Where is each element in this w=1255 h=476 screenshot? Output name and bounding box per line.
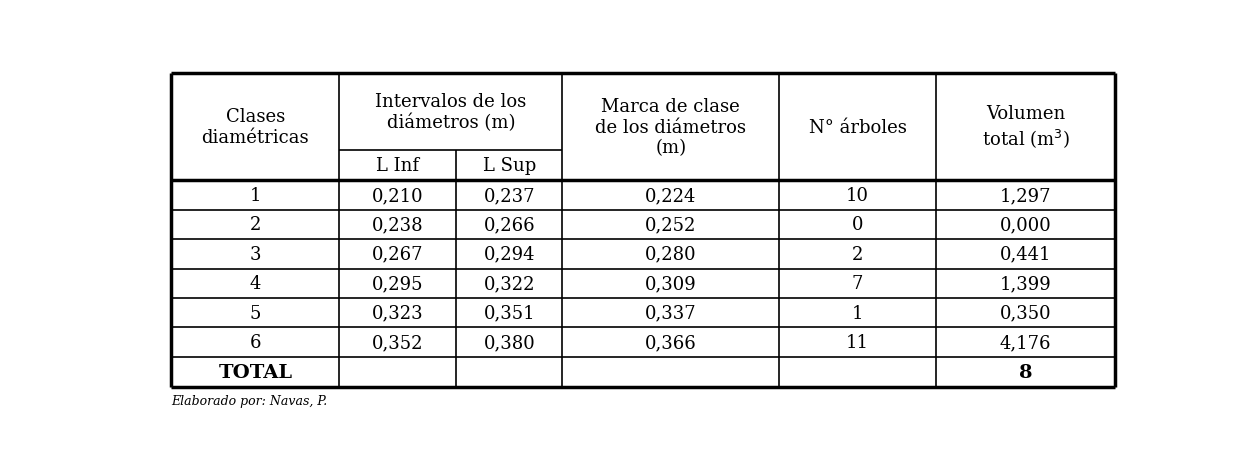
Text: 2: 2 xyxy=(852,245,863,263)
Text: 0,322: 0,322 xyxy=(483,275,535,293)
Text: 0: 0 xyxy=(852,216,863,234)
Text: 0,267: 0,267 xyxy=(371,245,424,263)
Text: 3: 3 xyxy=(250,245,261,263)
Text: L Inf: L Inf xyxy=(376,157,419,175)
Text: 0,380: 0,380 xyxy=(483,333,536,351)
Text: 4,176: 4,176 xyxy=(1000,333,1052,351)
Text: 11: 11 xyxy=(846,333,870,351)
Text: 0,000: 0,000 xyxy=(1000,216,1052,234)
Text: 1,297: 1,297 xyxy=(1000,187,1052,205)
Text: 5: 5 xyxy=(250,304,261,322)
Text: 0,351: 0,351 xyxy=(483,304,535,322)
Text: 8: 8 xyxy=(1019,363,1033,381)
Text: 0,295: 0,295 xyxy=(371,275,424,293)
Text: 0,280: 0,280 xyxy=(645,245,697,263)
Text: Volumen
total (m$^3$): Volumen total (m$^3$) xyxy=(981,105,1069,149)
Text: L Sup: L Sup xyxy=(483,157,536,175)
Text: 0,238: 0,238 xyxy=(371,216,424,234)
Text: 1,399: 1,399 xyxy=(1000,275,1052,293)
Text: 4: 4 xyxy=(250,275,261,293)
Text: 0,294: 0,294 xyxy=(483,245,535,263)
Text: Marca de clase
de los diámetros
(m): Marca de clase de los diámetros (m) xyxy=(595,98,747,157)
Text: 0,266: 0,266 xyxy=(483,216,535,234)
Text: 1: 1 xyxy=(250,187,261,205)
Text: Intervalos de los
diámetros (m): Intervalos de los diámetros (m) xyxy=(375,93,527,132)
Text: 0,210: 0,210 xyxy=(371,187,424,205)
Text: 0,352: 0,352 xyxy=(371,333,424,351)
Text: 7: 7 xyxy=(852,275,863,293)
Text: 0,252: 0,252 xyxy=(645,216,697,234)
Text: 6: 6 xyxy=(250,333,261,351)
Text: 2: 2 xyxy=(250,216,261,234)
Text: Elaborado por: Navas, P.: Elaborado por: Navas, P. xyxy=(172,394,328,407)
Text: 0,350: 0,350 xyxy=(1000,304,1052,322)
Text: TOTAL: TOTAL xyxy=(218,363,292,381)
Text: 10: 10 xyxy=(846,187,870,205)
Text: 0,237: 0,237 xyxy=(483,187,535,205)
Text: 0,337: 0,337 xyxy=(645,304,697,322)
Text: 0,323: 0,323 xyxy=(371,304,424,322)
Text: 0,366: 0,366 xyxy=(645,333,697,351)
Text: 0,441: 0,441 xyxy=(1000,245,1052,263)
Text: 0,309: 0,309 xyxy=(645,275,697,293)
Text: Clases
diamétricas: Clases diamétricas xyxy=(202,108,309,147)
Text: N° árboles: N° árboles xyxy=(808,118,906,136)
Text: 1: 1 xyxy=(852,304,863,322)
Text: 0,224: 0,224 xyxy=(645,187,697,205)
